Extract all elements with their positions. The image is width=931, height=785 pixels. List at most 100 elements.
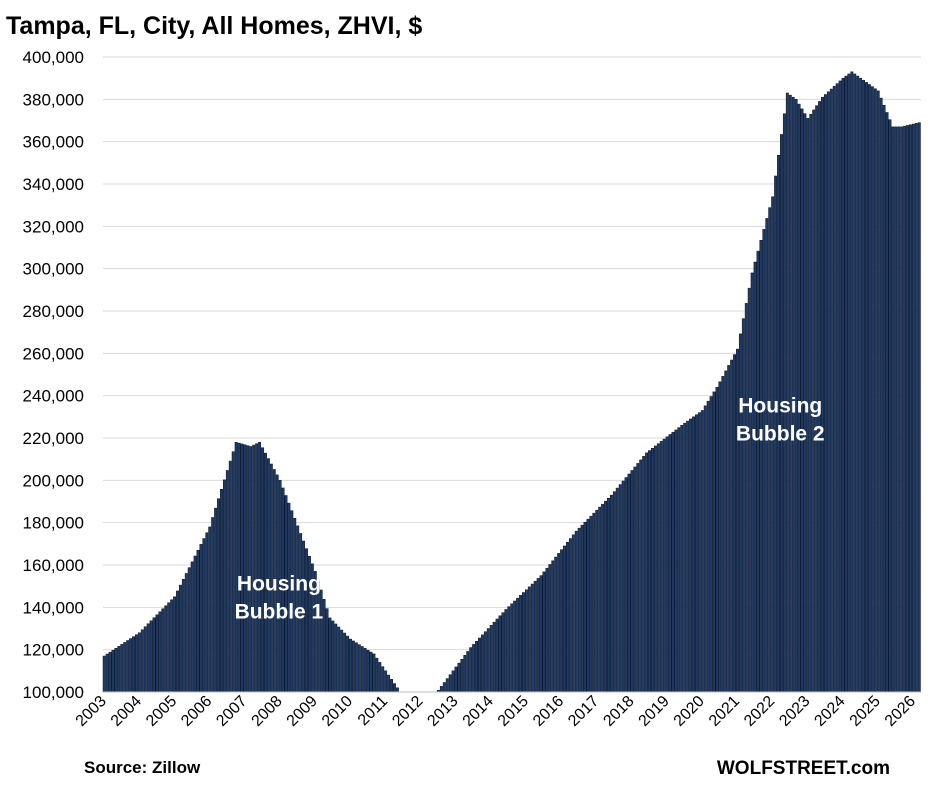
bar (328, 617, 332, 693)
x-tick-label: 2008 (249, 693, 286, 730)
bar (686, 420, 690, 693)
y-tick-label: 180,000 (23, 514, 84, 533)
bar (375, 657, 379, 693)
bar (703, 405, 707, 693)
bar (894, 126, 898, 693)
bar (451, 670, 455, 693)
bar (607, 497, 610, 693)
bar (697, 412, 701, 693)
x-tick-label: 2016 (530, 693, 567, 730)
bar (384, 670, 388, 693)
bar (495, 618, 499, 693)
annotation-label: Housing Bubble 2 (736, 395, 825, 446)
bar (580, 524, 584, 693)
bar (665, 436, 669, 693)
bar (237, 442, 241, 693)
bar (706, 400, 710, 693)
x-tick-label: 2018 (600, 693, 637, 730)
bar (360, 646, 364, 693)
bar (598, 506, 602, 693)
brand-label: WOLFSTREET.com (717, 758, 890, 779)
x-tick-label: 2007 (213, 693, 250, 730)
y-tick-label: 240,000 (23, 387, 84, 406)
bar (486, 628, 490, 693)
bar (873, 88, 877, 693)
bar (865, 82, 868, 693)
bar (870, 86, 874, 693)
bar (733, 354, 737, 693)
bar (164, 605, 168, 693)
bar (378, 662, 382, 693)
bar (841, 77, 845, 693)
bar (692, 416, 695, 693)
bar (504, 609, 508, 693)
bar (586, 518, 590, 693)
annotation-label: Housing Bubble 1 (235, 572, 324, 623)
bar (859, 77, 863, 693)
bar (231, 451, 235, 693)
bar (900, 126, 904, 693)
y-tick-label: 280,000 (23, 302, 84, 321)
bar (454, 666, 458, 693)
y-tick-label: 100,000 (23, 683, 84, 702)
bar (756, 250, 760, 693)
y-tick-label: 300,000 (23, 260, 84, 279)
bar (205, 532, 209, 693)
bar (187, 567, 191, 693)
bar (759, 239, 763, 693)
bar (143, 626, 147, 693)
bar (577, 527, 581, 693)
bar (492, 621, 496, 693)
bar (718, 381, 722, 693)
bar (346, 635, 350, 693)
bar (648, 450, 651, 693)
bar (475, 640, 479, 693)
bar (885, 112, 889, 693)
bar (829, 88, 833, 693)
bar (542, 571, 546, 693)
bar (604, 500, 607, 693)
bar (196, 549, 200, 693)
bar (595, 509, 599, 693)
bar (539, 575, 543, 693)
bar (674, 429, 678, 693)
x-tick-label: 2023 (776, 693, 813, 730)
x-tick-label: 2014 (460, 693, 497, 730)
bar (501, 612, 505, 693)
bar (466, 651, 470, 693)
bar (785, 92, 789, 693)
bar (694, 414, 698, 693)
bar (636, 463, 640, 693)
bar (574, 530, 578, 693)
bar (533, 580, 537, 693)
x-tick-label: 2012 (389, 693, 426, 730)
bar (853, 73, 857, 693)
y-tick-label: 320,000 (23, 217, 84, 236)
bar (850, 71, 854, 693)
bar (724, 370, 728, 693)
bar (448, 674, 452, 693)
bar (123, 642, 127, 693)
bar (155, 614, 159, 693)
bar (252, 444, 256, 693)
y-tick-label: 260,000 (23, 344, 84, 363)
x-tick-label: 2024 (811, 693, 848, 730)
bar (442, 682, 446, 693)
bar (680, 425, 684, 693)
bar (214, 507, 218, 693)
bar (914, 123, 918, 693)
bar (469, 647, 473, 693)
bar (630, 470, 634, 693)
bar (249, 446, 253, 693)
bar (653, 445, 657, 693)
bar (161, 608, 165, 693)
bar (618, 484, 622, 693)
bar (510, 603, 514, 693)
bar (677, 427, 681, 693)
bar (498, 615, 502, 693)
y-tick-label: 380,000 (23, 90, 84, 109)
bar (788, 94, 792, 693)
bar (741, 318, 745, 693)
bar (519, 595, 522, 693)
